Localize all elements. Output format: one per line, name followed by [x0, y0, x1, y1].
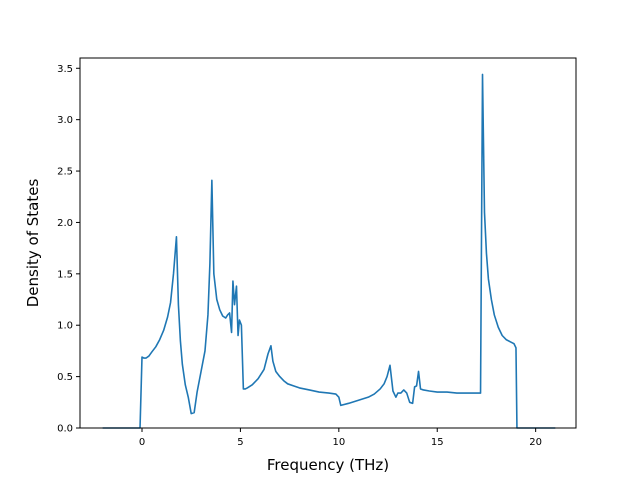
plot-area — [102, 73, 556, 429]
x-tick-label: 10 — [332, 437, 345, 448]
x-axis: 0 5 10 15 20 — [139, 428, 542, 448]
y-axis: 0.0 0.5 1.0 1.5 2.0 2.5 3.0 3.5 — [57, 64, 80, 435]
dos-series-line — [102, 73, 556, 429]
y-tick-label: 1.0 — [57, 321, 73, 332]
y-tick-label: 1.5 — [57, 269, 73, 280]
x-tick-label: 20 — [529, 437, 542, 448]
y-tick-label: 3.0 — [57, 115, 73, 126]
y-tick-label: 2.5 — [57, 167, 73, 178]
x-axis-label: Frequency (THz) — [267, 456, 389, 474]
y-axis-label: Density of States — [24, 179, 42, 308]
y-tick-label: 0.5 — [57, 372, 73, 383]
x-tick-label: 0 — [139, 437, 145, 448]
axes-frame — [79, 57, 577, 429]
y-tick-label: 3.5 — [57, 64, 73, 75]
y-tick-label: 2.0 — [57, 218, 73, 229]
x-tick-label: 5 — [237, 437, 243, 448]
x-tick-label: 15 — [431, 437, 444, 448]
y-tick-label: 0.0 — [57, 424, 73, 435]
